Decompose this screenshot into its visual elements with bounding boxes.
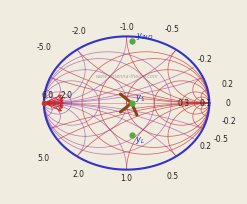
Text: -0.5: -0.5 [213,135,228,144]
Text: -0.2: -0.2 [198,55,213,64]
Text: 0.2: 0.2 [199,142,211,151]
Text: 1.0: 1.0 [121,174,133,183]
Text: -2.0: -2.0 [71,27,86,35]
Text: 0.5: 0.5 [166,172,178,181]
Text: -0.2: -0.2 [222,117,236,126]
Text: 0: 0 [226,99,231,108]
Text: $y_{IND}$: $y_{IND}$ [136,31,153,42]
Text: -5.0: -5.0 [36,43,51,52]
Text: -0.5: -0.5 [165,25,180,34]
Text: 2.0: 2.0 [60,91,72,100]
Text: $y_1$: $y_1$ [135,93,145,104]
Text: 5.0: 5.0 [38,154,50,163]
Text: $y_L$: $y_L$ [135,135,145,146]
Text: www.antenna-theory.com: www.antenna-theory.com [95,74,158,80]
Text: 0.1: 0.1 [199,99,211,108]
Text: 0.3: 0.3 [178,99,190,108]
Text: 0.2: 0.2 [222,80,234,89]
Text: 2.0: 2.0 [73,171,84,180]
Text: -1.0: -1.0 [119,23,134,32]
Text: 6.0: 6.0 [42,91,54,100]
